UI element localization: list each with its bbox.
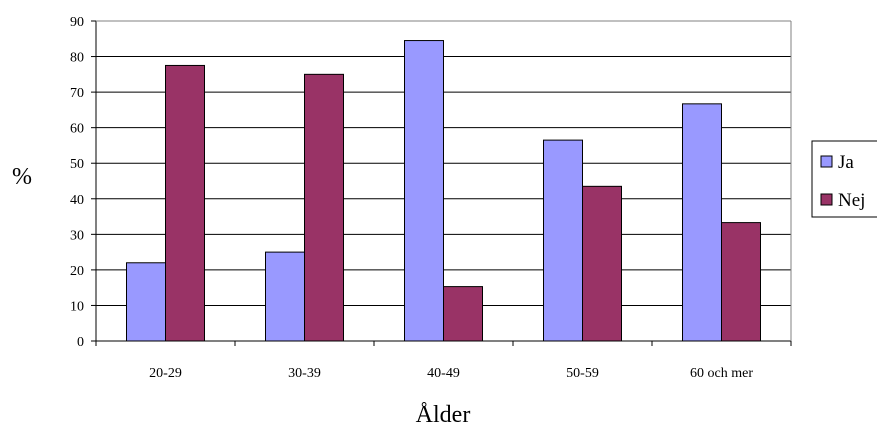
legend-label-ja: Ja [838,152,854,173]
bar-nej-20-29 [165,64,205,342]
bar-ja-40-49 [404,40,444,342]
bar-nej-30-39 [304,73,344,342]
bar-ja-30-39 [265,251,305,342]
legend: Ja Nej [811,140,877,218]
bars [126,40,761,342]
legend-label-nej: Nej [838,190,865,211]
legend-swatch-nej [820,193,833,206]
axes [95,20,792,342]
y-tick-label: 20 [70,264,84,279]
x-axis-title: Ålder [416,402,471,428]
x-tick-label: 20-29 [149,366,182,381]
x-tick-label: 40-49 [427,366,460,381]
y-tick-label: 70 [70,86,84,101]
y-tick-label: 40 [70,193,84,208]
x-tick-label: 60 och mer [690,366,753,381]
bar-nej-50-59 [582,185,622,342]
x-tick-label: 30-39 [288,366,321,381]
bar-nej-40-49 [443,286,483,342]
x-ticks: 20-29 30-39 40-49 50-59 60 och mer [95,341,792,381]
bar-nej-60-och-mer [721,222,761,342]
legend-swatch-ja [820,155,833,168]
y-tick-label: 90 [70,15,84,30]
y-tick-label: 60 [70,122,84,137]
y-ticks: 0 10 20 30 40 50 60 70 80 90 [70,15,96,350]
y-tick-label: 30 [70,228,84,243]
x-tick-label: 50-59 [566,366,599,381]
y-tick-label: 10 [70,299,84,314]
y-tick-label: 80 [70,51,84,66]
y-tick-label: 50 [70,157,84,172]
bar-ja-60-och-mer [682,103,722,342]
y-tick-label: 0 [77,335,84,350]
bar-ja-20-29 [126,262,166,342]
bar-ja-50-59 [543,139,583,342]
y-axis-title: % [12,164,32,190]
